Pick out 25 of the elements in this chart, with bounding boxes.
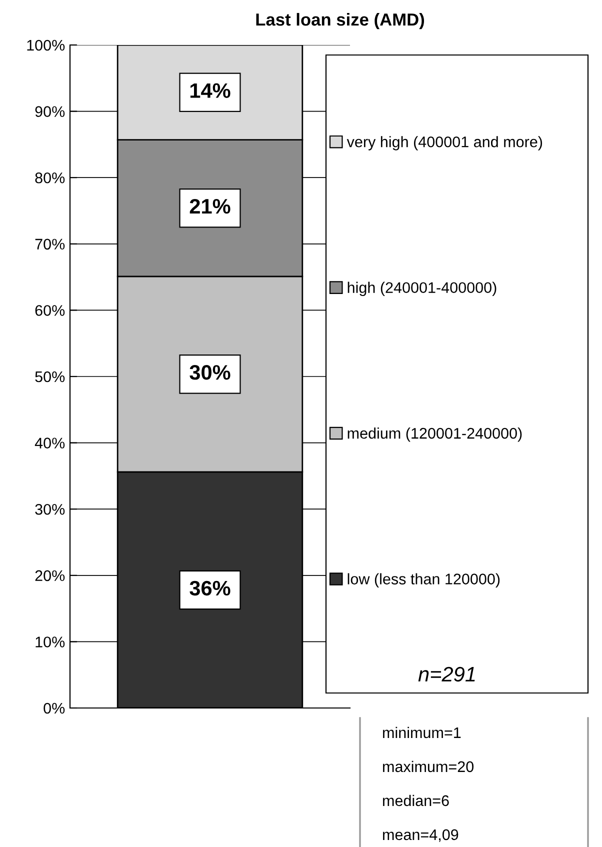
y-tick-label: 30% <box>35 504 65 515</box>
y-tick-label: 80% <box>35 172 65 184</box>
text: n=291 <box>418 666 475 682</box>
text: mean=4,09 <box>383 829 458 842</box>
y-tick-label: 50% <box>35 371 65 382</box>
data-label: 21% <box>190 198 230 214</box>
legend-label: low (less than 120000) <box>348 573 500 588</box>
legend-label: high (240001-400000) <box>348 282 496 296</box>
data-label: 14% <box>190 83 230 98</box>
data-label: 36% <box>190 580 230 596</box>
y-tick-label: 40% <box>34 438 65 448</box>
text: minimum=1 <box>383 726 461 738</box>
chart-title: Last loan size (AMD) <box>256 12 424 30</box>
y-tick-label: 10% <box>36 636 65 648</box>
legend-label: medium (120001-240000) <box>348 428 522 442</box>
legend-label: very high (400001 and more) <box>346 136 542 150</box>
text: median=6 <box>383 794 449 806</box>
y-tick-label: 90% <box>35 106 65 117</box>
y-tick-label: 60% <box>35 305 65 316</box>
y-tick-label: 100% <box>27 40 65 51</box>
y-tick-label: 0% <box>44 702 65 714</box>
text: maximum=20 <box>383 760 474 772</box>
y-tick-label: 20% <box>35 570 65 582</box>
data-label: 30% <box>190 365 230 380</box>
y-tick-label: 70% <box>35 238 65 250</box>
